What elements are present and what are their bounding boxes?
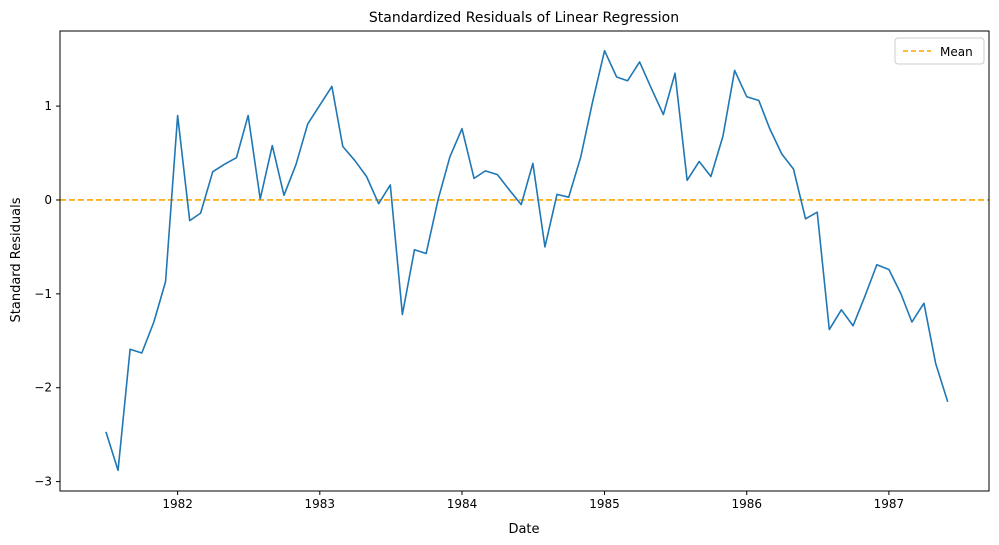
x-tick-label: 1984 bbox=[447, 497, 478, 511]
series-layer bbox=[105, 49, 949, 472]
legend-label-mean: Mean bbox=[940, 45, 973, 59]
y-tick-label: −2 bbox=[34, 381, 52, 395]
legend-box bbox=[894, 37, 985, 65]
y-tick-label: 1 bbox=[44, 99, 52, 113]
y-tick-label: 0 bbox=[44, 193, 52, 207]
x-tick-label: 1982 bbox=[162, 497, 193, 511]
chart-title: Standardized Residuals of Linear Regress… bbox=[369, 10, 679, 26]
x-tick-label: 1985 bbox=[589, 497, 620, 511]
y-axis-label: Standard Residuals bbox=[9, 197, 24, 322]
y-axis-ticks: 1 0 −1 −2 −3 bbox=[34, 99, 60, 489]
residuals-series-line bbox=[105, 49, 949, 472]
y-tick-label: −1 bbox=[34, 287, 52, 301]
x-axis-label: Date bbox=[508, 522, 539, 537]
plot-area bbox=[59, 30, 990, 492]
plot-frame bbox=[59, 30, 990, 492]
legend: Mean bbox=[894, 37, 985, 65]
x-tick-label: 1983 bbox=[305, 497, 336, 511]
x-axis-ticks: 1982 1983 1984 1985 1986 1987 bbox=[162, 491, 904, 511]
x-tick-label: 1987 bbox=[874, 497, 905, 511]
x-tick-label: 1986 bbox=[731, 497, 762, 511]
y-tick-label: −3 bbox=[34, 475, 52, 489]
